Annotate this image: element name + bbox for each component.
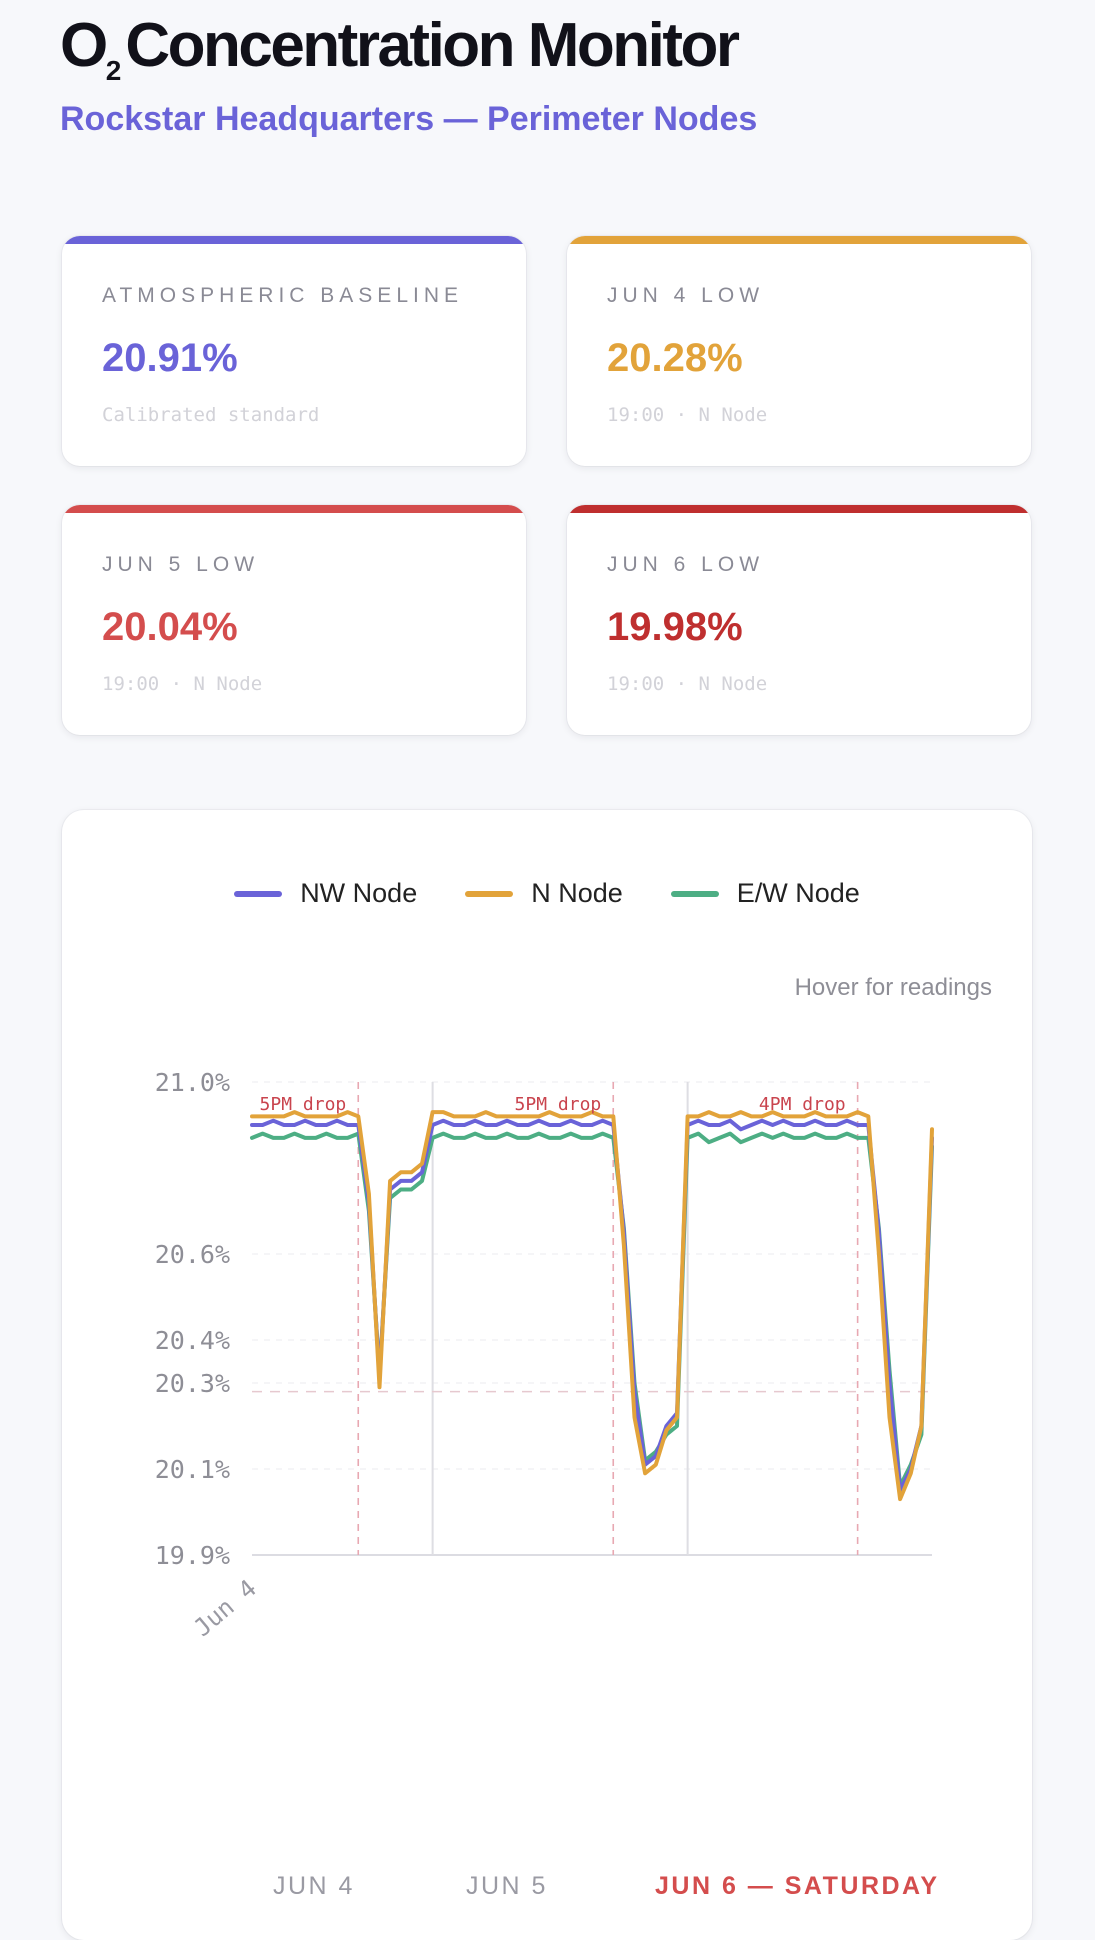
legend-item-n-node[interactable]: N Node bbox=[465, 878, 623, 909]
card-note: 19:00 · N Node bbox=[607, 673, 768, 695]
card-accent-bar bbox=[62, 505, 526, 513]
card-label: ATMOSPHERIC BASELINE bbox=[102, 284, 464, 307]
drop-annotation-label: 5PM drop bbox=[515, 1094, 602, 1115]
card-note: 19:00 · N Node bbox=[102, 673, 263, 695]
series-line-e-w-node bbox=[250, 1131, 934, 1489]
hover-hint: Hover for readings bbox=[794, 974, 992, 1001]
drop-annotation-label: 4PM drop bbox=[759, 1094, 846, 1115]
card-label: JUN 4 LOW bbox=[607, 284, 765, 307]
legend-item-nw-node[interactable]: NW Node bbox=[234, 878, 417, 909]
title-rest: Concentration Monitor bbox=[125, 11, 740, 80]
card-value: 20.04% bbox=[102, 605, 238, 649]
title-o: O bbox=[60, 11, 108, 80]
day-label-jun6[interactable]: JUN 6 — SATURDAY bbox=[655, 1872, 940, 1900]
card-label: JUN 6 LOW bbox=[607, 553, 765, 576]
series-line-nw-node bbox=[250, 1118, 934, 1493]
x-tick-label: Jun 4 bbox=[189, 1574, 262, 1642]
stat-card-jun5-low: JUN 5 LOW 20.04% 19:00 · N Node bbox=[62, 505, 526, 735]
page-subtitle: Rockstar Headquarters — Perimeter Nodes bbox=[60, 100, 758, 138]
page-title: O2Concentration Monitor bbox=[60, 11, 740, 86]
card-value: 20.28% bbox=[607, 336, 743, 380]
legend-item-ew-node[interactable]: E/W Node bbox=[670, 878, 860, 909]
chart-card: NW Node N Node E/W Node Hover for readin… bbox=[62, 810, 1032, 1940]
y-tick-label: 20.6% bbox=[155, 1240, 230, 1269]
y-tick-label: 20.4% bbox=[155, 1326, 230, 1355]
stat-card-jun4-low: JUN 4 LOW 20.28% 19:00 · N Node bbox=[567, 236, 1031, 466]
mark-layer bbox=[252, 1082, 932, 1555]
card-accent-bar bbox=[62, 236, 526, 244]
grid-layer bbox=[252, 1081, 932, 1556]
y-tick-label: 21.0% bbox=[155, 1068, 230, 1097]
stat-card-jun6-low: JUN 6 LOW 19.98% 19:00 · N Node bbox=[567, 505, 1031, 735]
card-value: 20.91% bbox=[102, 336, 238, 380]
o2-line-chart[interactable]: 19.9% 20.1% 20.3% 20.4% 20.6% 21.0% 5PM drop 5P… bbox=[62, 810, 1032, 1940]
legend-swatch bbox=[234, 890, 283, 897]
title-subscript: 2 bbox=[105, 55, 122, 86]
y-tick-label: 19.9% bbox=[155, 1541, 230, 1570]
card-accent-bar bbox=[567, 505, 1031, 513]
legend-swatch bbox=[670, 890, 719, 897]
day-label-jun4[interactable]: JUN 4 bbox=[273, 1872, 355, 1900]
chart-legend: NW Node N Node E/W Node bbox=[62, 878, 1032, 909]
legend-label: NW Node bbox=[300, 878, 418, 908]
legend-label: N Node bbox=[531, 878, 623, 908]
y-tick-label: 20.1% bbox=[155, 1455, 230, 1484]
card-accent-bar bbox=[567, 236, 1031, 244]
series-layer bbox=[250, 1110, 934, 1502]
card-label: JUN 5 LOW bbox=[102, 553, 260, 576]
legend-swatch bbox=[465, 890, 514, 897]
drop-annotation-label: 5PM drop bbox=[260, 1094, 347, 1115]
series-line-n-node bbox=[250, 1110, 934, 1502]
legend-label: E/W Node bbox=[736, 878, 860, 908]
day-label-jun5[interactable]: JUN 5 bbox=[466, 1872, 548, 1900]
y-tick-label: 20.3% bbox=[155, 1369, 230, 1398]
card-note: 19:00 · N Node bbox=[607, 404, 768, 426]
card-value: 19.98% bbox=[607, 605, 743, 649]
card-note: Calibrated standard bbox=[102, 404, 320, 426]
stat-card-baseline: ATMOSPHERIC BASELINE 20.91% Calibrated s… bbox=[62, 236, 526, 466]
